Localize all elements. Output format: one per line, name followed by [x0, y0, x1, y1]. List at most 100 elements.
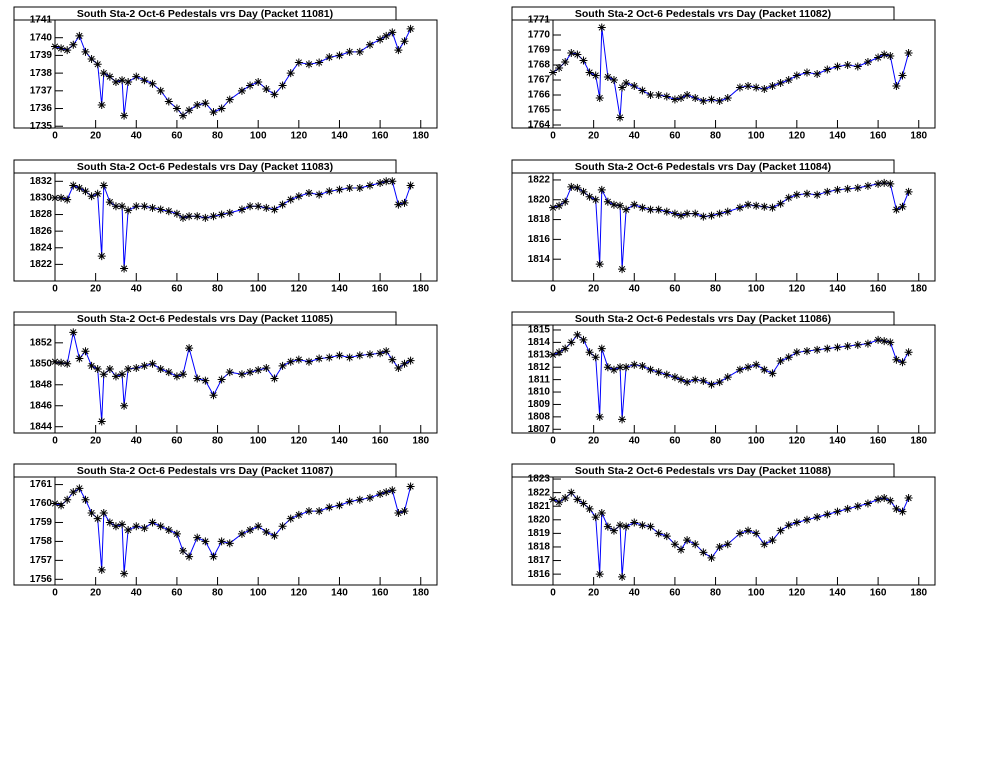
data-point [254, 77, 263, 86]
data-point [638, 361, 647, 370]
data-point [105, 72, 114, 81]
data-point [622, 522, 631, 531]
y-tick-label: 1821 [528, 501, 551, 512]
data-point [201, 376, 210, 385]
data-point [683, 209, 692, 218]
data-point [683, 91, 692, 99]
data-point [254, 522, 263, 531]
data-point [225, 208, 234, 217]
data-point [179, 111, 188, 120]
data-point [630, 200, 639, 209]
data-point [618, 83, 627, 92]
x-tick-label: 180 [910, 436, 927, 447]
data-point [735, 365, 744, 374]
chart-panel: South Sta-2 Oct-6 Pedestals vrs Day (Pac… [511, 159, 936, 295]
data-point [760, 540, 769, 549]
data-point [603, 73, 612, 81]
data-point [97, 252, 106, 261]
x-tick-label: 60 [171, 436, 183, 447]
data-point [132, 522, 141, 531]
data-point [355, 47, 364, 56]
x-tick-label: 140 [829, 131, 846, 142]
data-point [118, 520, 127, 529]
data-point [768, 369, 777, 378]
data-point [833, 185, 842, 194]
data-point [97, 565, 106, 574]
y-tick-label: 1764 [528, 120, 551, 131]
data-point [630, 360, 639, 369]
y-tick-label: 1826 [30, 226, 53, 237]
data-point [662, 532, 671, 541]
data-point [315, 190, 324, 199]
x-tick-label: 120 [290, 284, 307, 295]
data-point [286, 69, 295, 78]
data-point [723, 373, 732, 382]
data-point [304, 357, 313, 366]
y-tick-label: 1830 [30, 193, 53, 204]
data-point [715, 97, 724, 105]
data-point [752, 529, 761, 538]
data-point [843, 504, 852, 513]
data-point [69, 40, 78, 49]
data-point [892, 504, 901, 513]
x-tick-label: 160 [870, 436, 887, 447]
data-point [630, 82, 639, 90]
data-point [99, 69, 108, 78]
data-point [622, 363, 631, 372]
x-tick-label: 20 [588, 436, 600, 447]
data-point [662, 207, 671, 216]
data-point [591, 353, 600, 362]
data-point [254, 202, 263, 211]
data-point [874, 495, 883, 504]
data-point [201, 99, 210, 108]
data-point [118, 370, 127, 379]
data-point [105, 518, 114, 527]
data-point [81, 47, 90, 56]
y-tick-label: 1814 [528, 337, 551, 348]
x-tick-label: 40 [629, 436, 641, 447]
data-point [595, 412, 604, 421]
y-tick-label: 1808 [528, 412, 551, 423]
data-point [156, 205, 165, 214]
y-tick-label: 1823 [528, 474, 551, 485]
data-point [616, 113, 625, 122]
data-point [315, 354, 324, 363]
y-tick-label: 1816 [528, 569, 551, 580]
data-point [638, 521, 647, 530]
y-tick-label: 1771 [528, 15, 551, 26]
x-tick-label: 40 [629, 131, 641, 142]
x-tick-label: 40 [131, 284, 143, 295]
data-point [179, 370, 188, 379]
x-tick-label: 180 [412, 588, 429, 599]
data-point [87, 509, 96, 517]
data-point [802, 189, 811, 198]
data-point [760, 202, 769, 211]
data-point [286, 514, 295, 523]
data-point [591, 71, 600, 80]
data-point [93, 60, 102, 69]
data-point [792, 71, 801, 80]
data-point [616, 363, 625, 372]
data-point [105, 365, 114, 374]
data-point [51, 42, 59, 51]
data-point [394, 363, 403, 372]
chart-title: South Sta-2 Oct-6 Pedestals vrs Day (Pac… [575, 313, 831, 325]
data-point [63, 359, 72, 368]
data-point [51, 357, 59, 366]
x-tick-label: 100 [748, 131, 765, 142]
y-tick-label: 1828 [30, 209, 53, 220]
data-point [120, 401, 129, 410]
chart-title: South Sta-2 Oct-6 Pedestals vrs Day (Pac… [77, 8, 333, 20]
data-point [670, 209, 679, 218]
y-tick-label: 1767 [528, 75, 551, 86]
data-point [898, 507, 907, 516]
data-point [209, 212, 218, 221]
data-point [246, 526, 255, 535]
data-point [164, 368, 173, 377]
x-tick-label: 20 [588, 588, 600, 599]
x-tick-label: 100 [748, 588, 765, 599]
plot-frame [511, 19, 936, 129]
data-point [776, 199, 785, 208]
data-point [744, 200, 753, 209]
data-point [567, 49, 576, 57]
